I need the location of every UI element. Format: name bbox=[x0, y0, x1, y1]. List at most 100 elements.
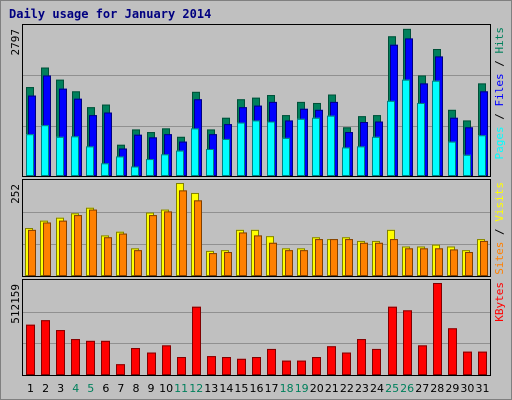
bar-sites bbox=[345, 239, 353, 276]
bar-pages bbox=[327, 115, 335, 176]
day-label: 31 bbox=[475, 382, 489, 395]
bar-pages bbox=[176, 150, 184, 176]
legend-entry: / bbox=[493, 222, 506, 242]
panel-kbytes: 512159 KBytes bbox=[9, 279, 506, 376]
y-max-label: 2797 bbox=[9, 29, 22, 56]
day-label: 24 bbox=[370, 382, 384, 395]
bar-sites bbox=[405, 248, 413, 276]
bar-sites-edge bbox=[224, 252, 232, 276]
legend-entry: Sites bbox=[493, 242, 506, 275]
bar-pages bbox=[206, 149, 214, 176]
bar-sites bbox=[164, 211, 172, 276]
bar-pages bbox=[297, 118, 305, 176]
bar-kbytes bbox=[147, 352, 156, 375]
day-label: 30 bbox=[460, 382, 474, 395]
bar-sites-edge bbox=[285, 250, 293, 277]
bar-sites-edge bbox=[209, 253, 217, 277]
bar-kbytes-edge bbox=[192, 306, 201, 376]
bar-sites bbox=[74, 215, 82, 276]
bar-kbytes-edge bbox=[282, 360, 291, 375]
bar-pages bbox=[191, 128, 199, 176]
legend: KBytes bbox=[493, 282, 506, 322]
bar-pages bbox=[237, 122, 245, 176]
bar-pages-edge bbox=[176, 150, 184, 177]
day-label: 28 bbox=[430, 382, 444, 395]
bar-sites bbox=[480, 240, 488, 276]
bar-kbytes bbox=[177, 357, 186, 375]
bar-pages bbox=[312, 117, 320, 176]
bar-files bbox=[149, 137, 157, 176]
bar-sites-edge bbox=[480, 240, 488, 276]
bar-pages bbox=[26, 134, 34, 176]
bar-kbytes bbox=[403, 310, 412, 375]
bar-sites bbox=[59, 220, 67, 276]
bar-pages bbox=[372, 136, 380, 176]
bar-sites-edge bbox=[465, 252, 473, 276]
bar-files bbox=[89, 115, 97, 176]
panel-main: 2797 Pages / Files / Hits bbox=[9, 24, 506, 177]
bar-kbytes bbox=[101, 340, 110, 375]
bar-sites bbox=[300, 250, 308, 276]
day-label: 11 bbox=[174, 382, 188, 395]
bar-sites bbox=[465, 252, 473, 276]
bar-kbytes bbox=[433, 283, 442, 375]
bar-pages-edge bbox=[146, 159, 154, 176]
bar-kbytes bbox=[327, 346, 336, 375]
day-label: 5 bbox=[87, 382, 94, 395]
bar-pages bbox=[448, 141, 456, 176]
bar-kbytes bbox=[267, 348, 276, 375]
bar-pages-edge bbox=[161, 154, 169, 177]
bar-kbytes bbox=[41, 320, 50, 375]
bar-kbytes-edge bbox=[26, 324, 35, 376]
bar-sites bbox=[420, 248, 428, 276]
bar-pages bbox=[131, 166, 139, 176]
bar-pages-edge bbox=[327, 115, 335, 177]
bar-pages bbox=[252, 120, 260, 176]
bar-pages bbox=[116, 156, 124, 176]
bar-pages-edge bbox=[417, 102, 425, 176]
bar-files bbox=[465, 127, 473, 176]
bar-pages-edge bbox=[252, 120, 260, 177]
bar-pages-edge bbox=[357, 146, 365, 177]
series-pages bbox=[26, 79, 486, 177]
bar-sites bbox=[104, 237, 112, 276]
bar-kbytes-edge bbox=[177, 357, 186, 376]
day-label: 4 bbox=[72, 382, 79, 395]
bar-sites bbox=[435, 248, 443, 276]
day-label: 18 bbox=[280, 382, 294, 395]
bar-pages-edge bbox=[432, 80, 440, 176]
bar-sites bbox=[360, 242, 368, 276]
bar-sites-edge bbox=[390, 239, 398, 277]
bar-kbytes bbox=[478, 351, 487, 375]
bar-sites-edge bbox=[345, 239, 353, 277]
bar-pages bbox=[357, 146, 365, 176]
bar-pages-edge bbox=[101, 163, 109, 176]
day-label: 1 bbox=[27, 382, 34, 395]
bar-kbytes-edge bbox=[463, 351, 472, 376]
day-label: 21 bbox=[325, 382, 339, 395]
bar-kbytes bbox=[26, 324, 35, 375]
bar-kbytes-edge bbox=[357, 339, 366, 376]
bar-pages-edge bbox=[116, 156, 124, 176]
bar-kbytes bbox=[388, 306, 397, 375]
bar-pages-edge bbox=[86, 146, 94, 177]
bar-kbytes-edge bbox=[222, 357, 231, 376]
bar-kbytes bbox=[116, 364, 125, 375]
bar-sites-edge bbox=[59, 220, 67, 276]
day-label: 8 bbox=[132, 382, 139, 395]
bar-pages-edge bbox=[131, 166, 139, 176]
bar-kbytes bbox=[237, 358, 246, 375]
day-label: 14 bbox=[219, 382, 233, 395]
bar-sites-edge bbox=[179, 190, 187, 276]
x-axis-labels: 1 2 3 4 5 6 7 8 9 10 11 12 13 14 15 16 17 18 19 20 21 22 23 24 2… bbox=[27, 382, 489, 395]
bar-sites-edge bbox=[149, 215, 157, 277]
day-label: 3 bbox=[57, 382, 64, 395]
bar-kbytes bbox=[282, 360, 291, 375]
bar-kbytes-edge bbox=[267, 348, 276, 375]
bar-kbytes-edge bbox=[388, 306, 397, 376]
series-kbytes bbox=[26, 283, 487, 376]
day-label: 9 bbox=[148, 382, 155, 395]
bar-pages-edge bbox=[478, 135, 486, 176]
legend-entry: Hits bbox=[493, 27, 506, 54]
